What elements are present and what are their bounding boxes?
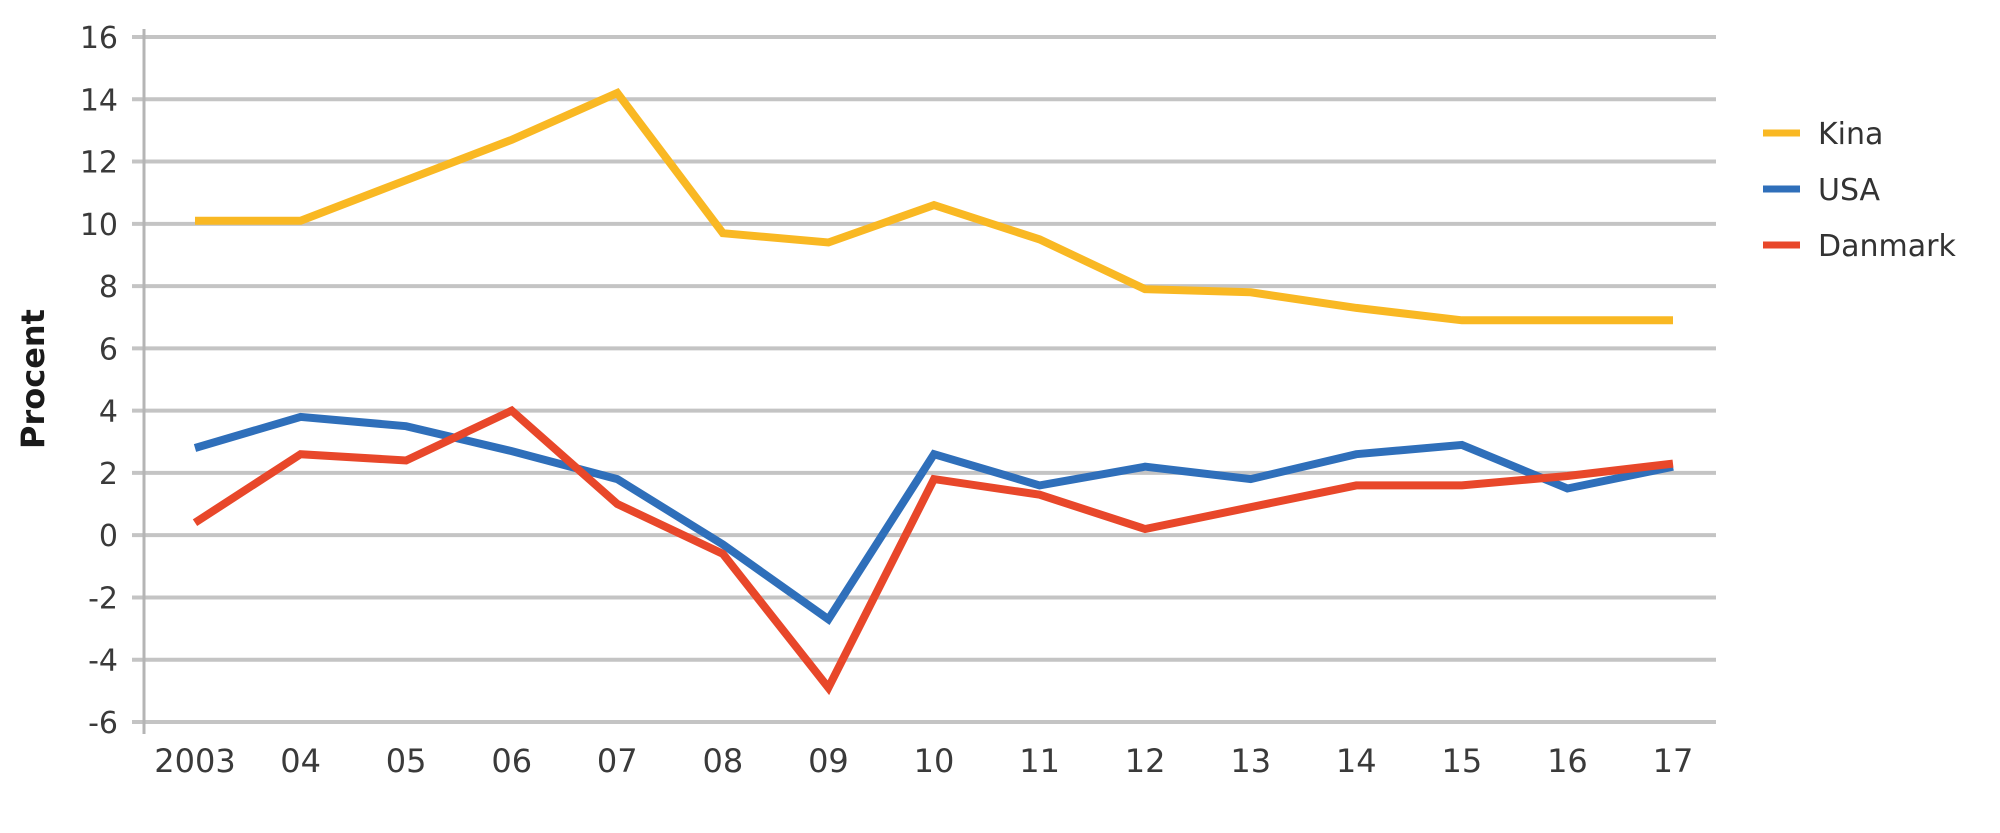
x-tick-label: 10: [914, 742, 955, 780]
y-axis-label: Procent: [14, 309, 52, 449]
y-axis-ticks: 16 14 12 10 8 6 4 2 0 -2 -4 -6: [80, 21, 118, 741]
x-tick-label: 2003: [154, 742, 235, 780]
x-tick-label: 09: [808, 742, 849, 780]
x-tick-label: 13: [1230, 742, 1271, 780]
x-tick-label: 05: [386, 742, 427, 780]
x-tick-label: 12: [1125, 742, 1166, 780]
x-tick-label: 17: [1653, 742, 1694, 780]
series-line-kina: [195, 88, 1673, 325]
y-tick-label: 6: [99, 332, 118, 367]
legend-label-kina: Kina: [1818, 117, 1883, 152]
y-tick-label: 10: [80, 208, 118, 243]
series-line-danmark: [192, 405, 1674, 696]
gridlines: [132, 35, 1716, 724]
x-tick-label: 07: [597, 742, 638, 780]
x-tick-label: 08: [702, 742, 743, 780]
x-tick-label: 11: [1019, 742, 1060, 780]
y-tick-label: 12: [80, 146, 118, 181]
y-tick-label: -4: [88, 644, 118, 679]
legend-label-danmark: Danmark: [1818, 229, 1956, 264]
y-tick-label: -2: [88, 581, 118, 616]
x-axis-ticks: 2003 04 05 06 07 08 09 10 11 12 13 14 15 16 17: [154, 742, 1693, 780]
y-tick-label: 8: [99, 270, 118, 305]
data-series: [192, 88, 1674, 696]
series-line-usa: [193, 412, 1674, 625]
legend-label-usa: USA: [1818, 173, 1881, 208]
x-tick-label: 04: [280, 742, 321, 780]
x-tick-label: 06: [491, 742, 532, 780]
legend: Kina USA Danmark: [1763, 117, 1956, 264]
y-tick-label: 14: [80, 83, 118, 118]
x-tick-label: 16: [1547, 742, 1588, 780]
y-tick-label: 2: [99, 457, 118, 492]
y-tick-label: 4: [99, 395, 118, 430]
y-tick-label: 0: [99, 519, 118, 554]
y-tick-label: 16: [80, 21, 118, 56]
y-tick-label: -6: [88, 706, 118, 741]
x-tick-label: 14: [1336, 742, 1377, 780]
x-tick-label: 15: [1441, 742, 1482, 780]
